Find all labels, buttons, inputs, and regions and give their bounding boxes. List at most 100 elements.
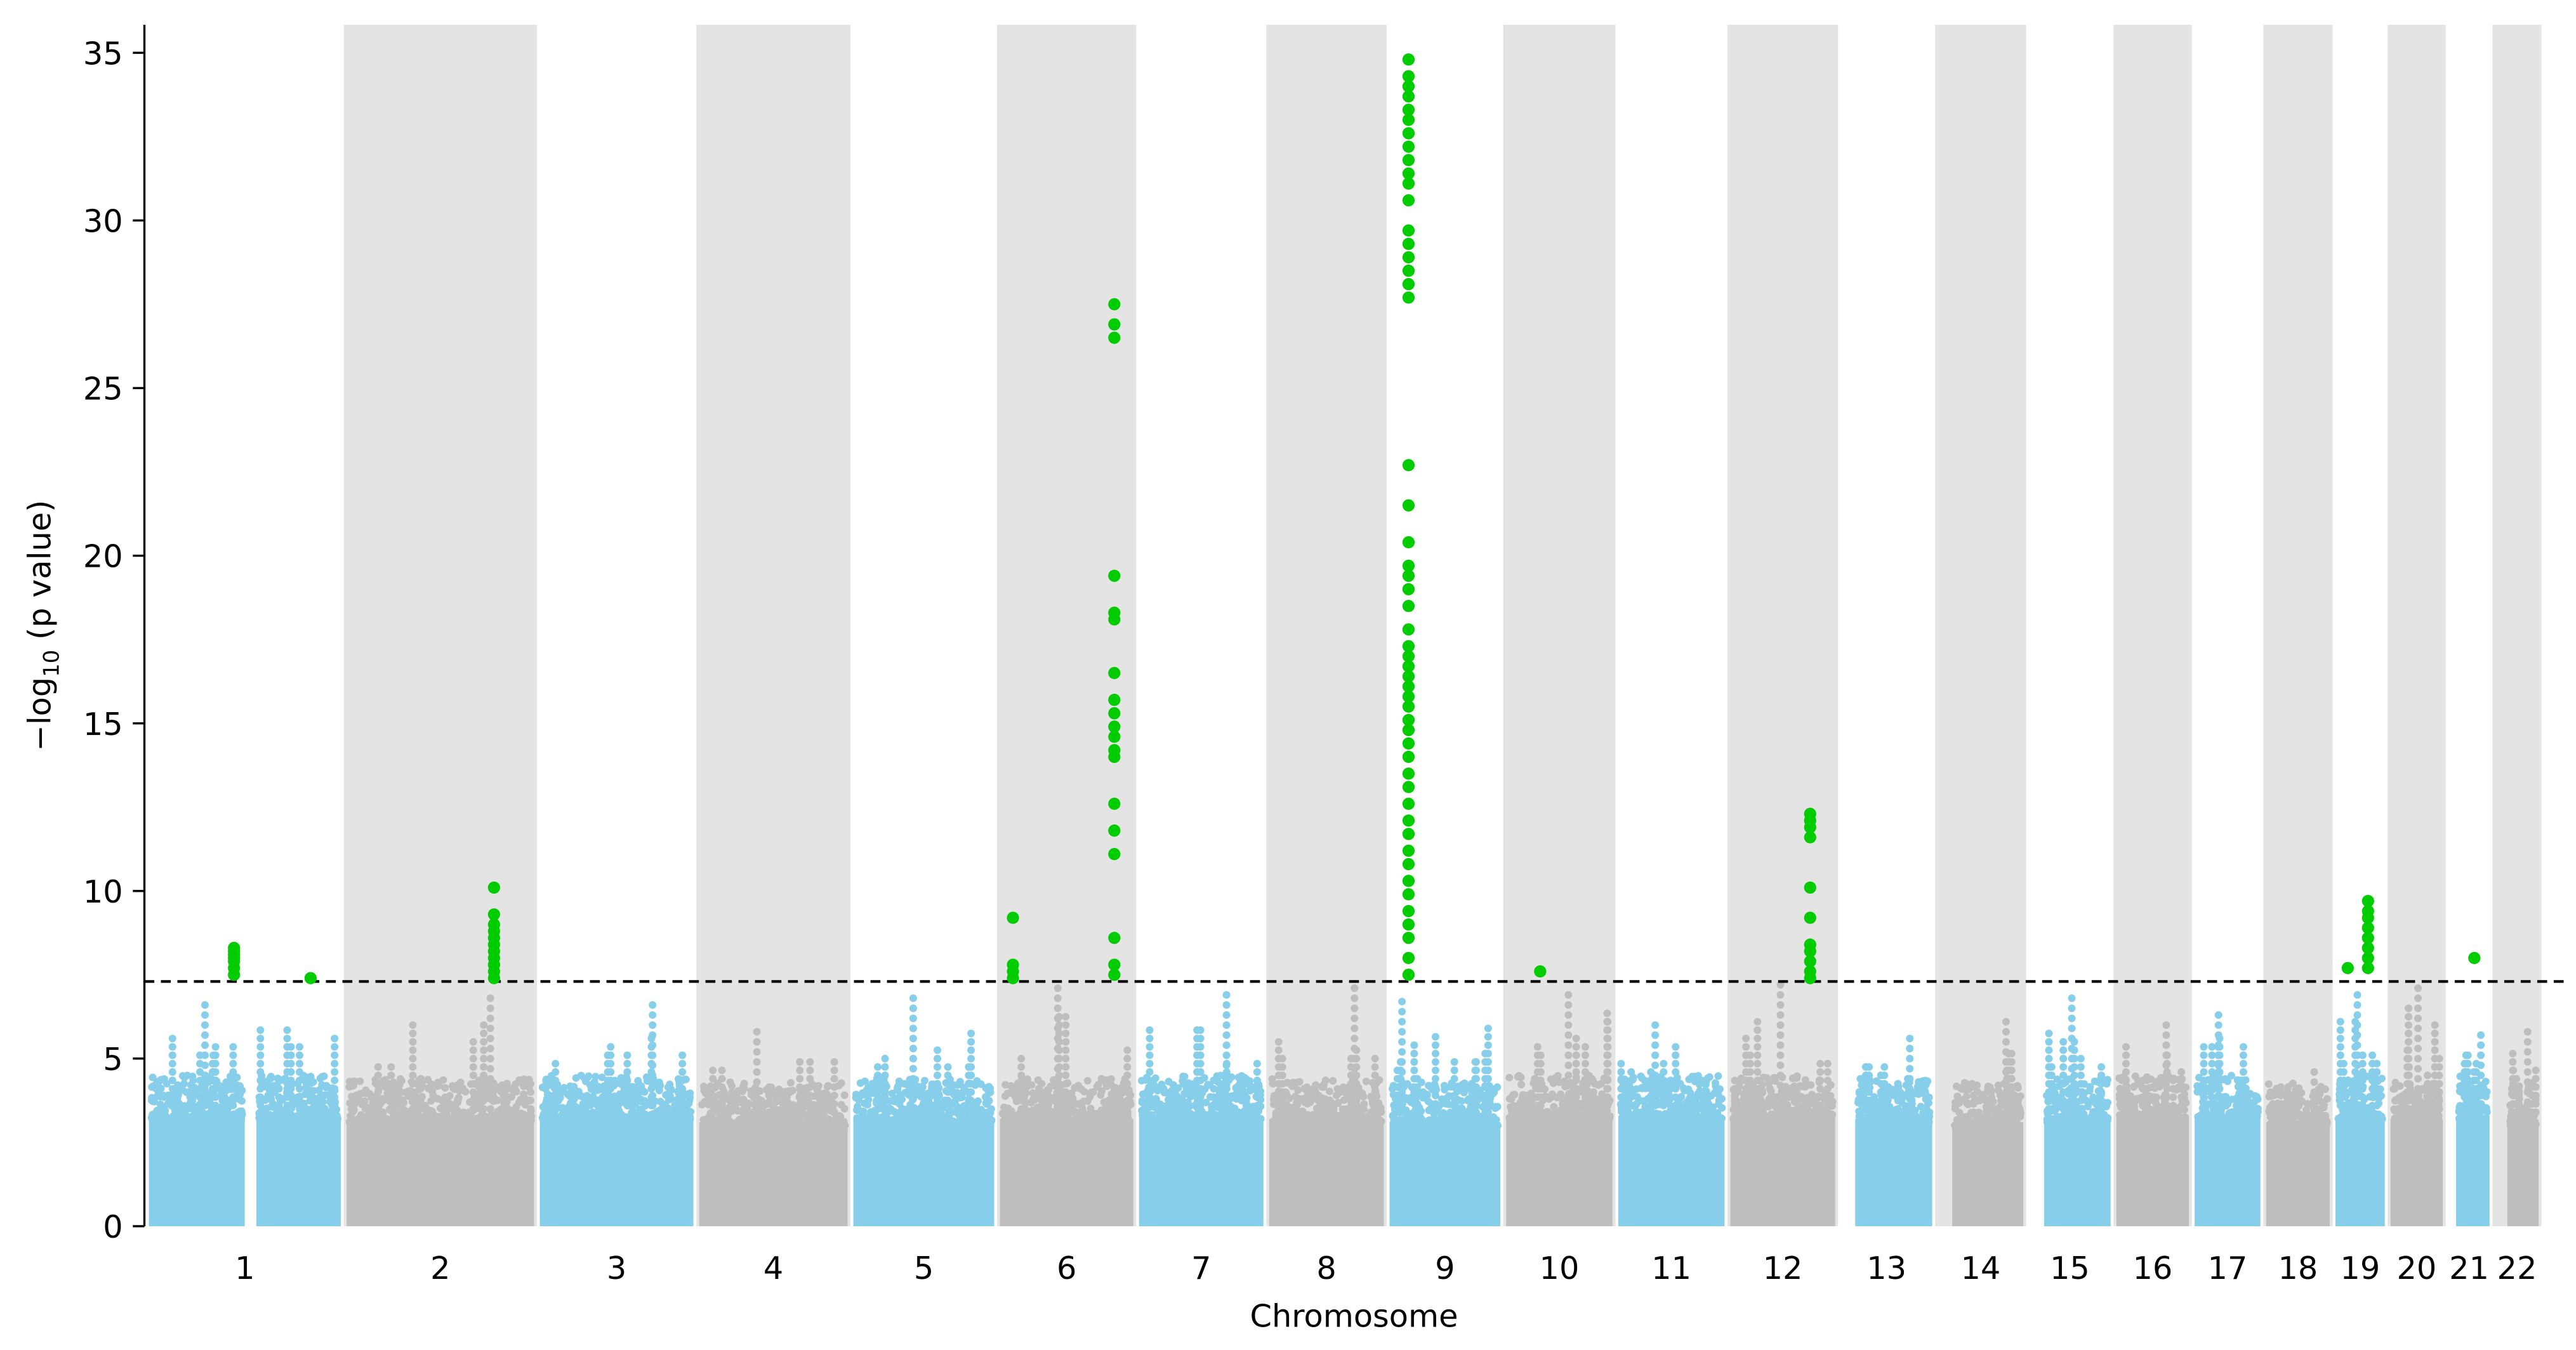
- snp-point: [1572, 1101, 1580, 1109]
- snp-point: [1300, 1098, 1309, 1106]
- snp-point: [1517, 1080, 1526, 1089]
- snp-point: [168, 1093, 176, 1101]
- snp-point: [1564, 991, 1573, 999]
- snp-point: [469, 1105, 477, 1113]
- snp-point: [1196, 1051, 1205, 1059]
- snp-point: [263, 1079, 271, 1087]
- snp-point: [486, 994, 494, 1002]
- snp-point: [649, 1041, 657, 1049]
- snp-point: [1351, 994, 1359, 1002]
- snp-point: [780, 1120, 788, 1128]
- snp-point: [1484, 1075, 1492, 1083]
- snp-point: [975, 1118, 984, 1126]
- snp-point: [331, 1093, 339, 1101]
- snp-point: [830, 1066, 838, 1075]
- chromosome-band-18: [2263, 25, 2333, 1226]
- snp-point: [1140, 1115, 1148, 1123]
- snp-point: [363, 1089, 371, 1097]
- snp-point: [541, 1110, 549, 1118]
- snp-point: [1536, 1101, 1545, 1109]
- snp-point: [209, 1076, 218, 1085]
- snp-point: [1603, 1017, 1611, 1026]
- snp-point: [1160, 1089, 1168, 1097]
- snp-point: [409, 1071, 417, 1080]
- snp-point: [1660, 1093, 1668, 1101]
- snp-point: [1536, 1051, 1545, 1059]
- snp-point: [1017, 1096, 1026, 1104]
- snp-point: [1472, 1058, 1480, 1066]
- snp-point: [753, 1088, 761, 1096]
- snp-point: [1413, 1100, 1422, 1108]
- snp-point: [296, 1043, 303, 1051]
- snp-point: [485, 1118, 493, 1125]
- snp-point: [1106, 1118, 1114, 1127]
- snp-point: [262, 1094, 270, 1102]
- snp-point: [1054, 1024, 1062, 1033]
- snp-point: [909, 1045, 917, 1053]
- snp-point: [753, 1058, 761, 1066]
- snp-point: [1146, 1068, 1154, 1076]
- snp-point: [427, 1080, 435, 1089]
- snp-point: [1564, 1021, 1573, 1029]
- snp-point: [178, 1072, 187, 1080]
- snp-point: [667, 1085, 675, 1094]
- snp-point: [221, 1086, 229, 1094]
- snp-point: [1589, 1088, 1597, 1096]
- snp-point: [229, 1051, 237, 1059]
- snp-point: [168, 1043, 176, 1051]
- snp-point: [967, 1029, 975, 1038]
- snp-point: [1217, 1109, 1225, 1118]
- snp-point: [1038, 1096, 1046, 1104]
- snp-point: [149, 1073, 157, 1082]
- snp-point: [623, 1068, 631, 1076]
- snp-point: [698, 1101, 706, 1109]
- snp-point: [1146, 1093, 1154, 1101]
- snp-point: [1253, 1076, 1261, 1085]
- snp-point: [934, 1105, 942, 1113]
- snp-point: [1253, 1093, 1261, 1101]
- snp-point: [469, 1080, 477, 1088]
- snp-point: [201, 1101, 209, 1109]
- snp-point: [1222, 1041, 1231, 1049]
- snp-point: [1603, 1035, 1611, 1043]
- snp-point: [331, 1101, 339, 1109]
- snp-point: [753, 1078, 761, 1086]
- snp-point: [520, 1090, 528, 1099]
- snp-point: [287, 1051, 295, 1059]
- snp-point: [306, 1109, 314, 1117]
- snp-point: [527, 1080, 535, 1088]
- snp-point: [156, 1093, 164, 1101]
- snp-point: [374, 1105, 382, 1113]
- snp-point: [1549, 1111, 1557, 1120]
- snp-point: [1017, 1063, 1026, 1071]
- snp-point: [1222, 1091, 1231, 1099]
- snp-point: [1123, 1080, 1132, 1088]
- snp-point: [1278, 1105, 1286, 1113]
- snp-point: [201, 1041, 209, 1049]
- snp-point: [1083, 1076, 1092, 1085]
- snp-point: [765, 1108, 773, 1116]
- snp-point: [414, 1080, 423, 1088]
- snp-point: [584, 1073, 592, 1081]
- snp-point: [607, 1043, 615, 1051]
- snp-bulk-chr12: [1730, 1115, 1835, 1226]
- snp-point: [568, 1099, 576, 1108]
- snp-point: [321, 1115, 329, 1122]
- snp-point: [1627, 1068, 1635, 1076]
- snp-point: [852, 1094, 860, 1102]
- snp-point: [788, 1087, 796, 1095]
- snp-point: [505, 1118, 513, 1126]
- snp-point: [281, 1113, 289, 1122]
- snp-point: [1431, 1083, 1439, 1091]
- snp-point: [1123, 1063, 1132, 1071]
- snp-point: [201, 1001, 209, 1009]
- snp-point: [566, 1082, 574, 1090]
- snp-point: [1484, 1041, 1492, 1049]
- snp-point: [275, 1076, 283, 1085]
- snp-point: [909, 1064, 917, 1073]
- snp-point: [486, 1064, 494, 1073]
- snp-point: [987, 1117, 995, 1125]
- snp-point: [965, 1063, 973, 1071]
- snp-point: [527, 1105, 535, 1113]
- snp-point: [1603, 1076, 1611, 1085]
